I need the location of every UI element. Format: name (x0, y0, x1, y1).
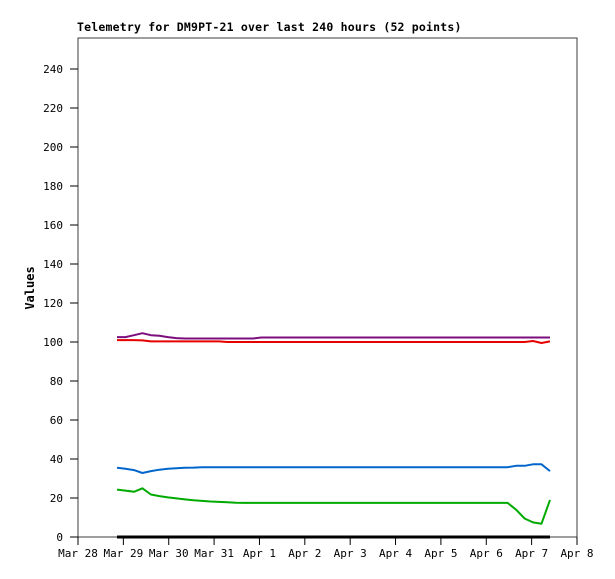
x-tick-label: Apr 1 (243, 547, 276, 560)
x-tick-label: Mar 28 (58, 547, 98, 560)
y-tick-label: 180 (43, 180, 63, 193)
red-series (117, 339, 551, 344)
x-tick-label: Apr 7 (515, 547, 548, 560)
y-tick-label: 40 (50, 453, 63, 466)
y-axis: 0 20 40 60 80 100 120 140 160 180 200 220 240 (43, 63, 78, 544)
y-tick-label: 240 (43, 63, 63, 76)
y-tick-label: 80 (50, 375, 63, 388)
blue-series (116, 463, 551, 474)
y-tick-label: 100 (43, 336, 63, 349)
y-axis-title: Values (23, 266, 37, 310)
x-tick-label: Mar 30 (149, 547, 189, 560)
y-tick-label: 0 (56, 531, 63, 544)
y-tick-label: 140 (43, 258, 63, 271)
x-tick-label: Apr 3 (334, 547, 367, 560)
y-tick-label: 60 (50, 414, 63, 427)
chart-title: Telemetry for DM9PT-21 over last 240 hou… (77, 20, 462, 34)
green-series (116, 487, 551, 525)
y-tick-label: 160 (43, 219, 63, 232)
series-group (116, 332, 551, 539)
x-tick-label: Mar 29 (103, 547, 143, 560)
x-tick-label: Apr 6 (470, 547, 503, 560)
x-tick-label: Apr 5 (424, 547, 457, 560)
x-axis: Mar 28 Mar 29 Mar 30 Mar 31 Apr 1 Apr 2 Apr 3 A… (58, 537, 594, 560)
plot-border (77, 37, 578, 538)
x-tick-label: Apr 2 (288, 547, 321, 560)
purple-series (117, 332, 550, 340)
y-tick-label: 220 (43, 102, 63, 115)
y-tick-label: 20 (50, 492, 63, 505)
y-tick-label: 120 (43, 297, 63, 310)
y-tick-label: 200 (43, 141, 63, 154)
x-tick-label: Apr 8 (560, 547, 593, 560)
x-tick-label: Apr 4 (379, 547, 412, 560)
x-tick-label: Mar 31 (194, 547, 234, 560)
